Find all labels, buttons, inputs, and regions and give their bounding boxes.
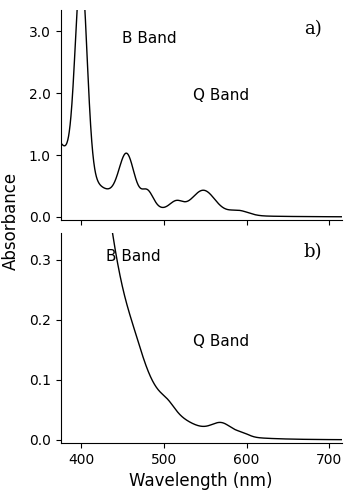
Text: B Band: B Band bbox=[105, 249, 160, 264]
X-axis label: Wavelength (nm): Wavelength (nm) bbox=[129, 472, 273, 490]
Text: Q Band: Q Band bbox=[193, 88, 249, 103]
Text: Q Band: Q Band bbox=[193, 334, 249, 348]
Text: a): a) bbox=[304, 20, 322, 38]
Text: Absorbance: Absorbance bbox=[2, 172, 20, 271]
Text: B Band: B Band bbox=[122, 31, 177, 46]
Text: b): b) bbox=[304, 243, 322, 261]
